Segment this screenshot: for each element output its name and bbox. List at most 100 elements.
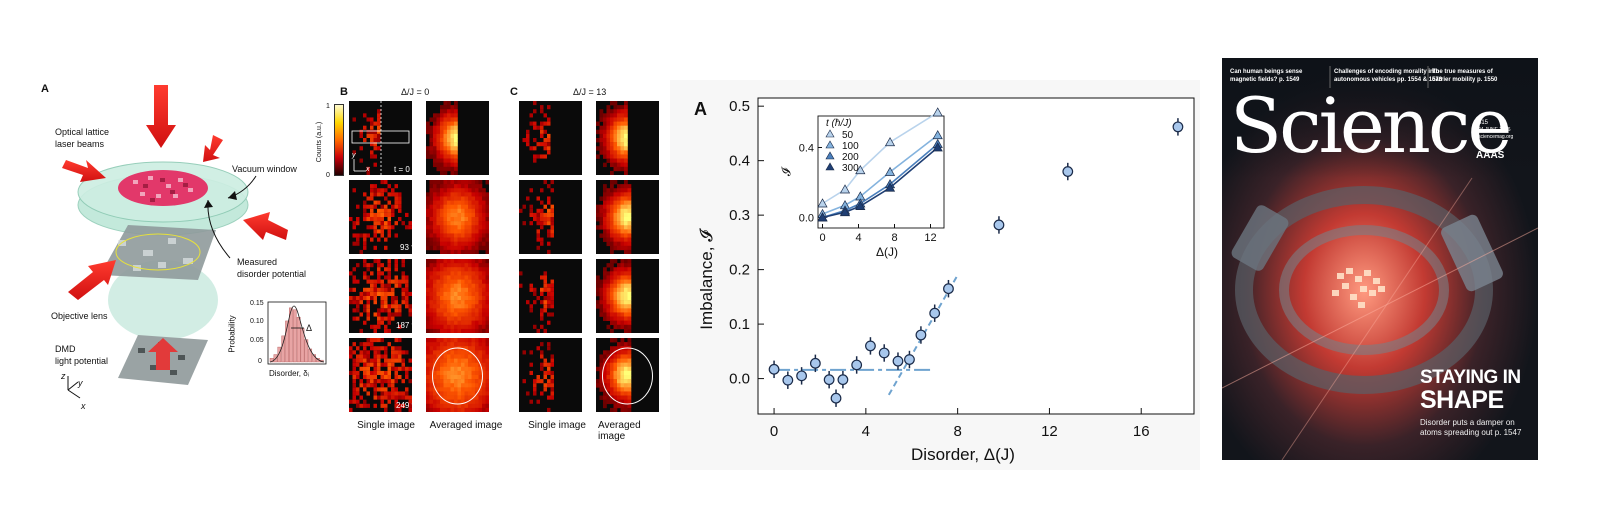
single-image bbox=[349, 180, 412, 254]
x-tick-label: 16 bbox=[1133, 423, 1150, 440]
averaged-image bbox=[426, 259, 489, 333]
averaged-image bbox=[596, 259, 659, 333]
y-tick-label: 0.2 bbox=[729, 262, 750, 279]
inset-marker bbox=[839, 207, 851, 217]
inset-marker bbox=[839, 184, 851, 194]
laser-arrow-left bbox=[62, 160, 106, 182]
panel-b-time-3: 249 τ bbox=[396, 401, 415, 410]
histogram-xlabel: Disorder, δᵢ bbox=[269, 369, 309, 378]
panel-c-image-grid bbox=[519, 101, 669, 413]
histogram-ytick: 0.05 bbox=[250, 337, 264, 344]
data-point bbox=[865, 340, 876, 352]
histogram-bar bbox=[304, 339, 309, 363]
label-dmd: DMD light potential bbox=[55, 344, 109, 366]
data-point bbox=[782, 374, 794, 386]
data-point bbox=[830, 392, 842, 404]
inset-legend-marker bbox=[825, 129, 835, 138]
label-laser-beams: Optical lattice laser beams bbox=[55, 127, 110, 149]
inset-marker bbox=[817, 198, 828, 208]
panel-a-setup: A bbox=[38, 80, 338, 420]
laser-arrow-right bbox=[243, 212, 288, 240]
laser-arrow-upper-right bbox=[203, 135, 223, 162]
averaged-image bbox=[426, 180, 489, 254]
inset-x-tick-label: 8 bbox=[891, 232, 897, 244]
axis-y-label: y bbox=[78, 378, 83, 388]
x-tick-label: 12 bbox=[1041, 423, 1058, 440]
data-point bbox=[851, 359, 863, 371]
inset-y-tick-label: 0.0 bbox=[799, 213, 814, 225]
panel-b-caption-single: Single image bbox=[357, 420, 415, 431]
data-point bbox=[943, 283, 954, 295]
inset-legend-label: 100 bbox=[842, 141, 859, 152]
axis-z-label: z bbox=[61, 371, 66, 381]
histogram-bar bbox=[281, 335, 286, 363]
chart-ylabel: Imbalance, 𝓘 bbox=[697, 228, 716, 330]
panel-b-title: Δ/J = 0 bbox=[401, 87, 430, 97]
inset-legend-marker bbox=[825, 162, 835, 171]
x-tick-label: 4 bbox=[862, 423, 870, 440]
atom-cloud bbox=[118, 170, 208, 206]
histogram-bar bbox=[273, 354, 278, 363]
single-image bbox=[519, 101, 582, 175]
cover-teaser-1[interactable]: Can human beings sense magnetic fields? … bbox=[1230, 69, 1303, 83]
histogram-bar bbox=[289, 307, 293, 363]
inset-y-tick-label: 0.4 bbox=[799, 143, 814, 155]
histogram-ytick: 0.15 bbox=[250, 300, 264, 307]
panel-c-letter: C bbox=[510, 86, 518, 98]
data-point bbox=[878, 347, 890, 359]
imbalance-chart-svg: A Imbalance, 𝓘 Disorder, Δ(J) 0 4 8 12 16 0.0… bbox=[694, 97, 1195, 464]
imbalance-chart: A Imbalance, 𝓘 Disorder, Δ(J) 0 4 8 12 16 0.0… bbox=[670, 80, 1200, 470]
histogram-bar bbox=[312, 354, 316, 363]
x-tick-label: 8 bbox=[953, 423, 961, 440]
histogram-bar bbox=[292, 309, 297, 363]
dmd-arrow bbox=[148, 338, 178, 370]
inset-ylabel: 𝓘 bbox=[779, 166, 793, 176]
histogram-bar bbox=[277, 346, 282, 363]
colorbar-label: Counts (a.u.) bbox=[316, 121, 324, 163]
panel-b-axis-x: x bbox=[366, 166, 370, 173]
histogram-bar bbox=[285, 320, 289, 363]
panel-b-time-1: 93 τ bbox=[400, 243, 415, 252]
cover-art bbox=[1222, 58, 1538, 460]
data-point bbox=[904, 354, 915, 365]
single-image bbox=[349, 101, 412, 175]
inset-marker bbox=[884, 137, 896, 147]
y-tick-label: 0.4 bbox=[729, 153, 750, 170]
y-tick-label: 0.1 bbox=[729, 316, 750, 333]
cover-issue-date: 24 JUNE 2016 bbox=[1478, 127, 1511, 133]
averaged-image bbox=[426, 101, 489, 175]
setup-illustration bbox=[62, 85, 327, 399]
panel-b-caption-averaged: Averaged image bbox=[429, 420, 503, 431]
cover-subline: Disorder puts a damper on atoms spreadin… bbox=[1420, 418, 1522, 437]
cover-headline-2: SHAPE bbox=[1420, 386, 1504, 414]
averaged-image bbox=[596, 101, 659, 175]
data-point bbox=[1062, 166, 1074, 177]
panel-c-title: Δ/J = 13 bbox=[573, 87, 607, 97]
data-point bbox=[823, 374, 835, 386]
disorder-potential-sheet bbox=[100, 225, 216, 280]
science-cover: Can human beings sense magnetic fields? … bbox=[1222, 58, 1538, 460]
histogram-bar bbox=[296, 316, 301, 363]
histogram-delta: Δ bbox=[306, 323, 313, 333]
guide-line-rise bbox=[887, 274, 959, 396]
cover-masthead: Science bbox=[1230, 81, 1512, 170]
y-tick-label: 0.0 bbox=[729, 371, 750, 388]
inset-marker bbox=[884, 166, 896, 176]
cover-teaser-3[interactable]: The true measures of carrier mobility p.… bbox=[1432, 69, 1498, 83]
axis-x-label: x bbox=[81, 401, 86, 411]
data-point bbox=[768, 363, 780, 375]
histogram-ytick: 0.10 bbox=[250, 318, 264, 325]
panel-b-time-2: 187 τ bbox=[396, 321, 415, 330]
cover-headline-1: STAYING IN bbox=[1420, 367, 1521, 388]
inset-marker bbox=[884, 182, 896, 192]
inset-x-tick-label: 0 bbox=[819, 232, 825, 244]
x-tick-label: 0 bbox=[770, 423, 778, 440]
data-point bbox=[929, 307, 941, 319]
histogram-ytick: 0 bbox=[258, 358, 262, 365]
averaged-image bbox=[596, 180, 659, 254]
chart-panel-letter: A bbox=[694, 99, 707, 119]
inset-legend-title: t (ħ/J) bbox=[826, 118, 852, 129]
cover-teaser-2[interactable]: Challenges of encoding morality into aut… bbox=[1334, 69, 1443, 83]
inset-marker bbox=[932, 142, 943, 152]
averaged-image bbox=[596, 338, 659, 412]
